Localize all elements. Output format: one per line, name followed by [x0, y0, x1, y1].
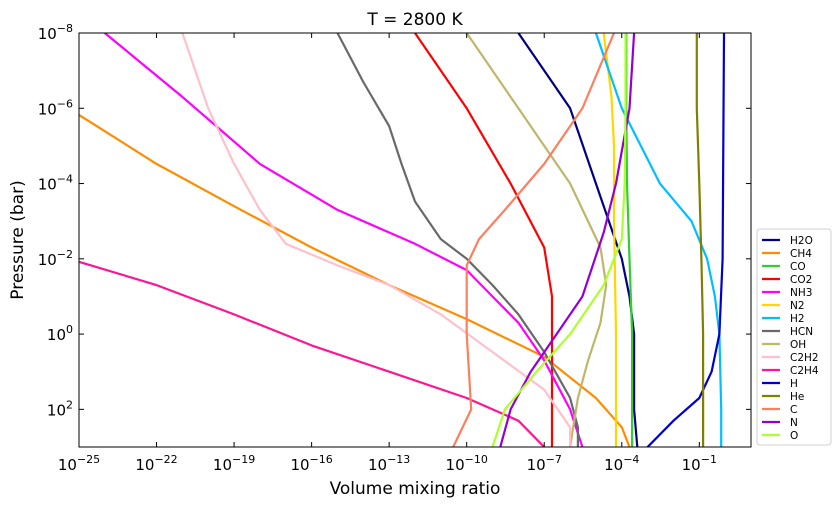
- series-line-n2: [602, 33, 618, 447]
- x-axis-label: Volume mixing ratio: [330, 479, 501, 499]
- y-tick-label: 10−6: [38, 97, 73, 118]
- series-layer: [79, 33, 726, 447]
- y-tick-label: 102: [47, 398, 73, 419]
- legend-label-oh: OH: [790, 339, 806, 351]
- legend-label-h: H: [790, 378, 798, 390]
- series-line-hcn: [336, 33, 580, 447]
- plot-frame: [78, 32, 752, 448]
- legend-label-ch4: CH4: [790, 248, 812, 260]
- x-tick-label: 10−10: [446, 453, 488, 474]
- y-axis-label: Pressure (bar): [8, 180, 28, 299]
- series-line-ch4: [79, 113, 631, 447]
- legend-label-hcn: HCN: [790, 326, 813, 338]
- y-tick-label: 100: [47, 323, 73, 344]
- series-line-c2h4: [79, 260, 546, 447]
- series-line-c2h2: [181, 33, 572, 447]
- legend-label-nh3: NH3: [790, 287, 812, 299]
- series-line-co2: [413, 33, 554, 447]
- y-tick-label: 10−2: [38, 248, 73, 269]
- series-line-he: [695, 33, 705, 447]
- x-tick-label: 10−25: [58, 453, 100, 474]
- y-tick-label: 10−4: [38, 173, 73, 194]
- legend-label-co2: CO2: [790, 274, 812, 286]
- x-tick-label: 10−1: [682, 453, 717, 474]
- x-tick-label: 10−19: [213, 453, 255, 474]
- legend-label-h2: H2: [790, 313, 805, 325]
- y-tick-label: 10−8: [38, 22, 73, 43]
- legend-label-c: C: [790, 404, 797, 416]
- x-tick-label: 10−7: [527, 453, 562, 474]
- legend-label-c2h4: C2H4: [790, 365, 819, 377]
- series-line-h2: [594, 33, 723, 447]
- series-line-h: [646, 33, 726, 447]
- legend-label-he: He: [790, 391, 804, 403]
- chart-title: T = 2800 K: [366, 10, 463, 30]
- x-tick-label: 10−22: [135, 453, 177, 474]
- x-axis-ticks: 10−25 10−22 10−19 10−16 10−13 10−10 10−7 10−4 10…: [58, 33, 717, 474]
- legend-label-h2o: H2O: [790, 235, 813, 247]
- legend-label-o: O: [790, 430, 798, 442]
- legend-label-n: N: [790, 417, 798, 429]
- legend-label-c2h2: C2H2: [790, 352, 819, 364]
- series-line-oh: [465, 33, 608, 447]
- x-tick-label: 10−4: [604, 453, 639, 474]
- x-tick-label: 10−16: [290, 453, 332, 474]
- series-line-c: [452, 33, 616, 447]
- x-tick-label: 10−13: [368, 453, 410, 474]
- series-line-nh3: [103, 33, 584, 447]
- y-axis-ticks: 10−8 10−6 10−4 10−2 100 102: [38, 22, 751, 419]
- series-line-o: [491, 33, 627, 447]
- legend-label-n2: N2: [790, 300, 805, 312]
- legend-label-co: CO: [790, 261, 806, 273]
- legend-box: [756, 228, 832, 446]
